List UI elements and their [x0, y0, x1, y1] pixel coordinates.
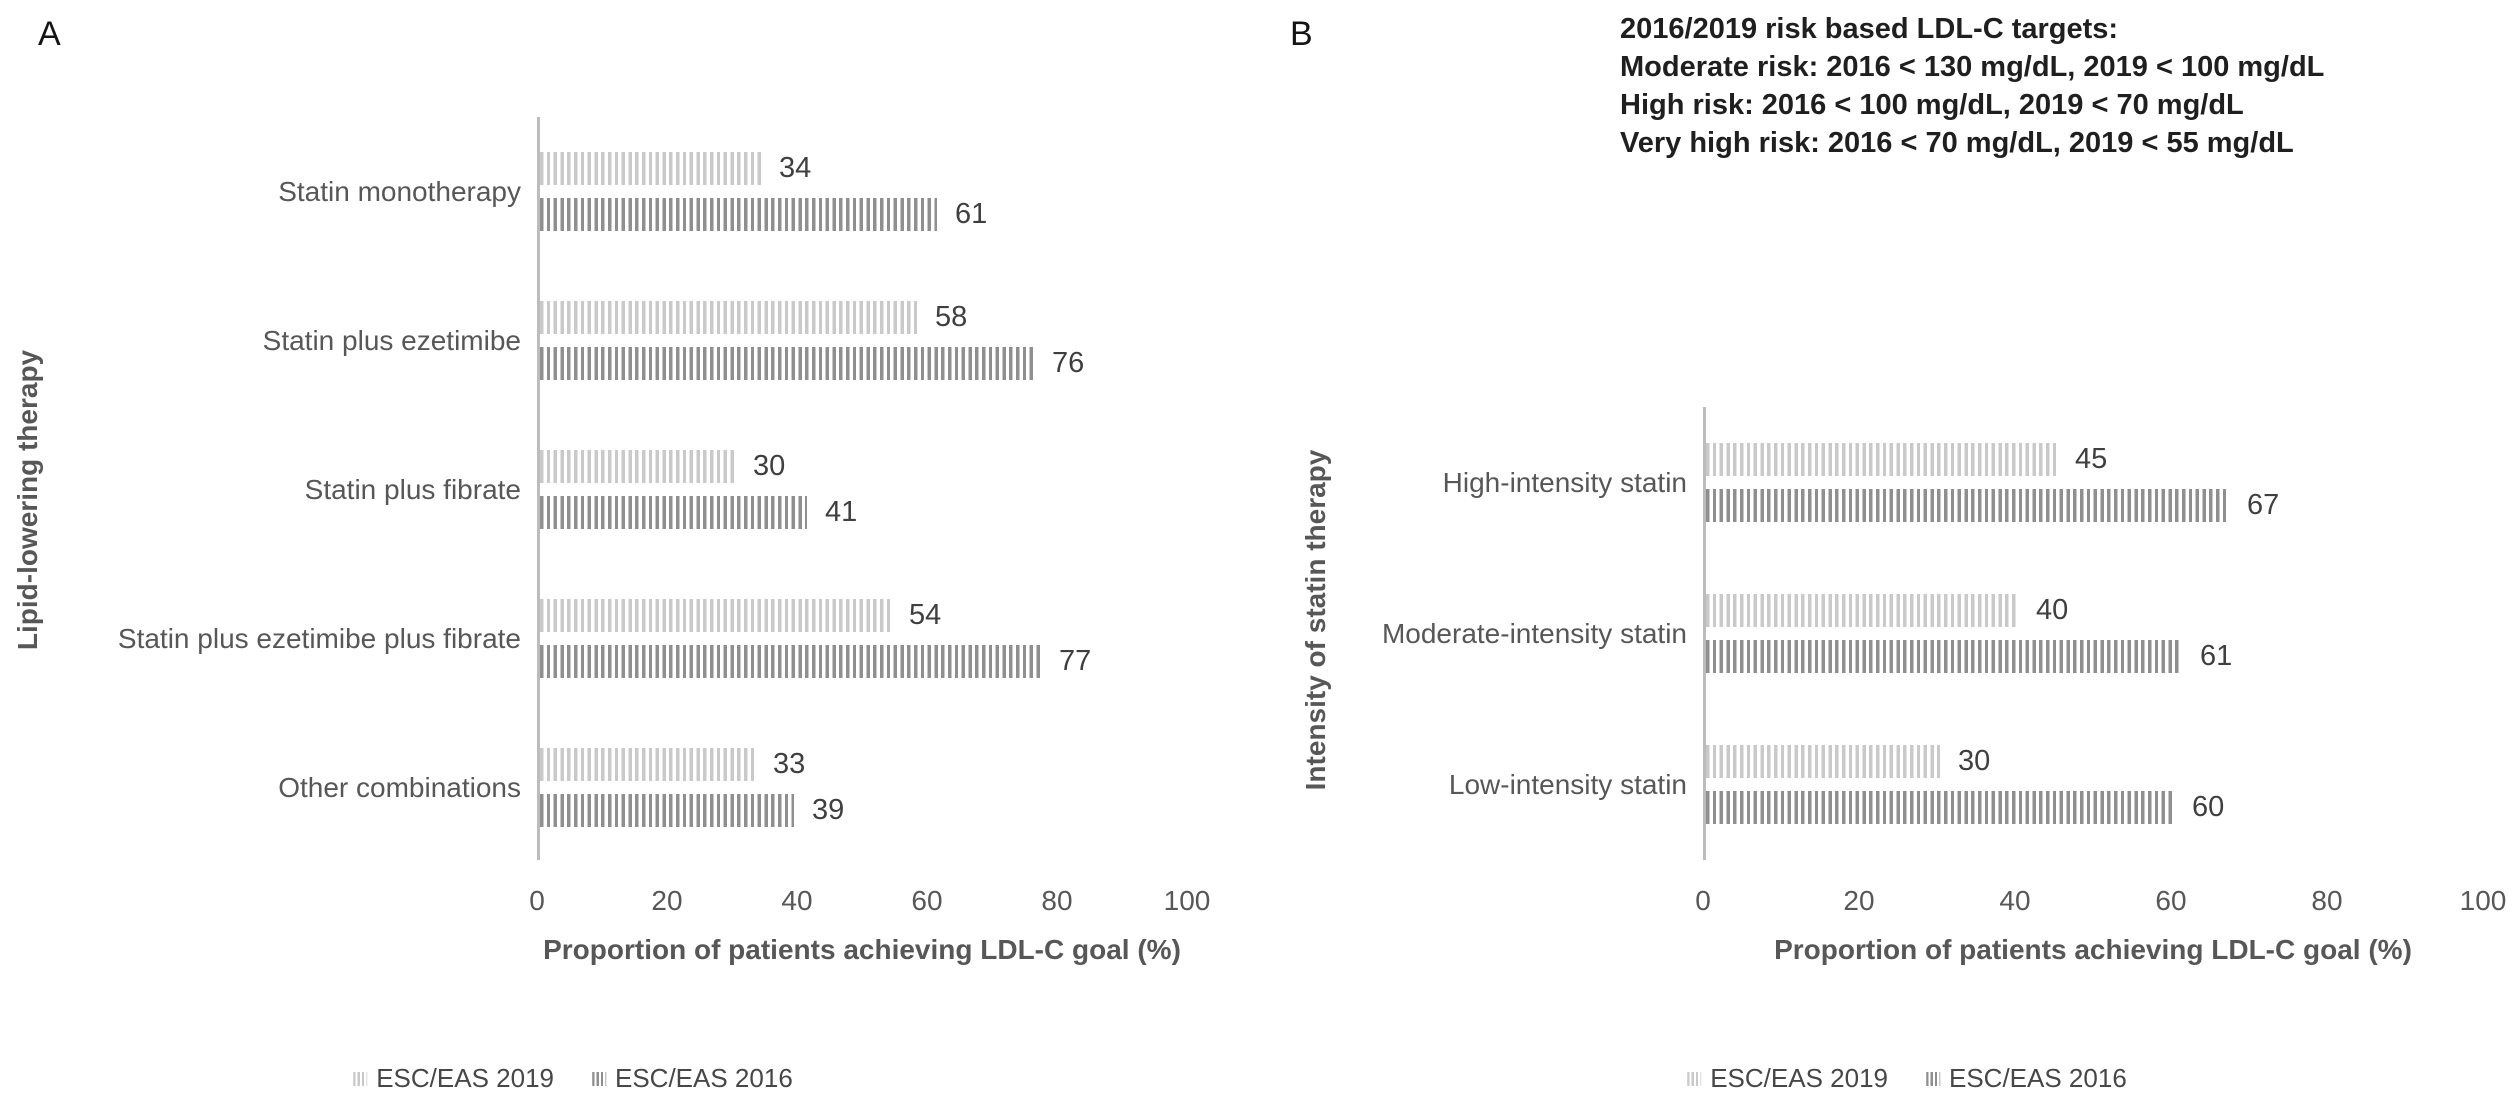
annotation-line: High risk: 2016 < 100 mg/dL, 2019 < 70 m… [1620, 89, 2244, 121]
value-label: 30 [753, 450, 786, 482]
x-tick-label: 100 [1163, 885, 1211, 916]
x-tick-label: 100 [2459, 885, 2507, 916]
value-label: 67 [2247, 489, 2280, 521]
value-label: 30 [1958, 745, 1991, 777]
legend-swatch-esc-eas-2016 [592, 1071, 606, 1086]
x-tick-label: 80 [2311, 885, 2343, 916]
x-tick-label: 0 [529, 885, 545, 916]
value-label: 61 [955, 198, 988, 230]
value-label: 76 [1052, 347, 1085, 379]
panel-b-letter: B [1290, 15, 1313, 53]
value-label: 60 [2192, 791, 2225, 823]
x-tick-label: 40 [781, 885, 813, 916]
legend-item: ESC/EAS 2016 [592, 1063, 793, 1094]
value-label: 33 [773, 748, 806, 780]
bar-esc-eas-2019 [540, 301, 917, 334]
legend-item: ESC/EAS 2016 [1926, 1063, 2127, 1094]
bar-esc-eas-2016 [540, 198, 937, 231]
bar-esc-eas-2019 [540, 599, 891, 632]
category-label: Moderate-intensity statin [1381, 618, 1687, 649]
legend-label: ESC/EAS 2019 [1710, 1063, 1888, 1093]
category-label: Statin plus fibrate [304, 474, 521, 505]
legend-label: ESC/EAS 2016 [1949, 1063, 2127, 1093]
x-tick-label: 20 [1843, 885, 1875, 916]
y-axis-line [1703, 407, 1706, 860]
x-tick-label: 0 [1695, 885, 1711, 916]
bar-esc-eas-2019 [540, 152, 761, 185]
x-tick-label: 60 [911, 885, 943, 916]
bar-esc-eas-2019 [1706, 745, 1940, 778]
x-tick-label: 80 [1041, 885, 1073, 916]
value-label: 40 [2036, 594, 2069, 626]
bar-esc-eas-2016 [540, 347, 1034, 380]
legend-swatch-esc-eas-2019 [1687, 1071, 1702, 1086]
panel-b-x-axis-title: Proportion of patients achieving LDL-C g… [1774, 934, 2412, 965]
legend: ESC/EAS 2019 ESC/EAS 2016 [1687, 1063, 2127, 1094]
x-tick-label: 40 [1999, 885, 2031, 916]
category-label: Statin plus ezetimibe [262, 325, 521, 356]
bar-esc-eas-2016 [1706, 640, 2182, 673]
legend-swatch-esc-eas-2019 [353, 1071, 368, 1086]
bar-esc-eas-2016 [540, 645, 1041, 678]
category-label: Statin plus ezetimibe plus fibrate [117, 623, 521, 654]
x-tick-label: 60 [2155, 885, 2187, 916]
value-label: 61 [2200, 640, 2233, 672]
value-label: 77 [1059, 645, 1092, 677]
bar-esc-eas-2019 [1706, 443, 2057, 476]
bar-esc-eas-2019 [1706, 594, 2018, 627]
bar-esc-eas-2016 [1706, 791, 2174, 824]
ldl-targets-annotation: 2016/2019 risk based LDL-C targets: Mode… [1620, 10, 2324, 162]
bar-esc-eas-2016 [1706, 489, 2229, 522]
panel-a-x-axis-title: Proportion of patients achieving LDL-C g… [543, 934, 1181, 965]
bar-esc-eas-2019 [540, 748, 755, 781]
panel-a-letter: A [38, 15, 61, 53]
x-tick-label: 20 [651, 885, 683, 916]
category-label: Low-intensity statin [1448, 769, 1687, 800]
legend: ESC/EAS 2019 ESC/EAS 2016 [353, 1063, 793, 1094]
category-label: High-intensity statin [1442, 467, 1687, 498]
value-label: 39 [812, 794, 845, 826]
annotation-line: Very high risk: 2016 < 70 mg/dL, 2019 < … [1620, 127, 2294, 159]
annotation-line: Moderate risk: 2016 < 130 mg/dL, 2019 < … [1620, 51, 2325, 83]
value-label: 58 [935, 301, 968, 333]
category-label: Other combinations [278, 772, 521, 803]
value-label: 34 [779, 152, 812, 184]
value-label: 45 [2075, 443, 2108, 475]
legend-item: ESC/EAS 2019 [1687, 1063, 1888, 1094]
category-label: Statin monotherapy [278, 176, 521, 207]
bar-esc-eas-2019 [540, 450, 735, 483]
legend-label: ESC/EAS 2019 [376, 1063, 554, 1093]
bar-esc-eas-2016 [540, 496, 807, 529]
legend-label: ESC/EAS 2016 [615, 1063, 793, 1093]
y-axis-line [537, 117, 540, 860]
annotation-line: 2016/2019 risk based LDL-C targets: [1620, 13, 2119, 45]
value-label: 54 [909, 599, 942, 631]
legend-swatch-esc-eas-2016 [1926, 1071, 1940, 1086]
bar-esc-eas-2016 [540, 794, 794, 827]
value-label: 41 [825, 496, 858, 528]
legend-item: ESC/EAS 2019 [353, 1063, 554, 1094]
